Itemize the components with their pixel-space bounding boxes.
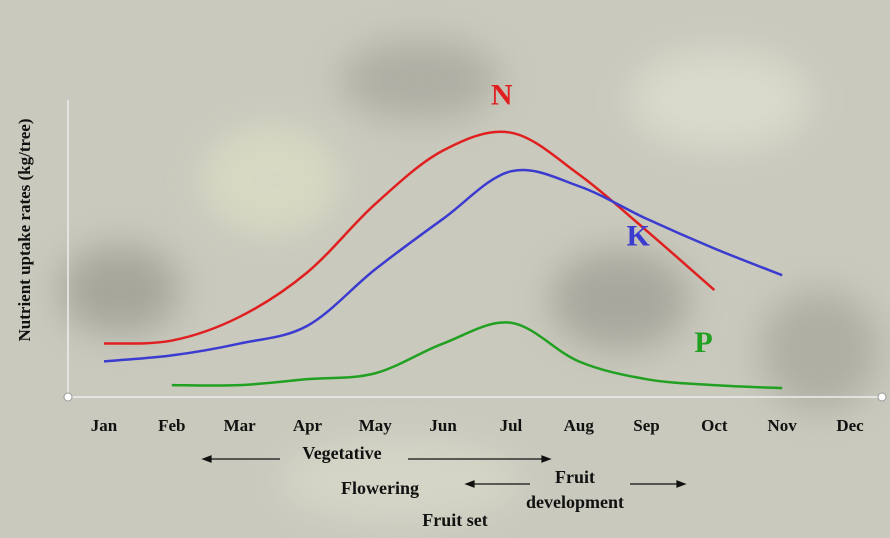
x-tick-label: May bbox=[359, 416, 393, 435]
x-tick-label: Jan bbox=[91, 416, 118, 435]
axis-end bbox=[877, 392, 887, 402]
x-tick-label: Sep bbox=[633, 416, 659, 435]
series-label: K bbox=[627, 220, 651, 253]
background-photo bbox=[60, 40, 880, 520]
axis-end bbox=[63, 392, 73, 402]
x-tick-label: Aug bbox=[564, 416, 595, 435]
annotation: Flowering bbox=[341, 478, 419, 498]
x-tick-label: Nov bbox=[768, 416, 798, 435]
annotation: Vegetative bbox=[302, 443, 381, 463]
x-tick-label: Apr bbox=[293, 416, 323, 435]
series-label: P bbox=[694, 326, 712, 359]
x-tick-label: Mar bbox=[224, 416, 257, 435]
series-line bbox=[103, 168, 783, 363]
series-line bbox=[171, 321, 783, 390]
x-tick-label: Dec bbox=[836, 416, 864, 435]
annotation: Fruit set bbox=[422, 510, 487, 530]
x-tick-label: Oct bbox=[701, 416, 728, 435]
annotation-arrows bbox=[201, 455, 687, 488]
x-tick-label: Feb bbox=[158, 416, 185, 435]
annotation: development bbox=[526, 492, 624, 512]
x-tick-label: Jul bbox=[500, 416, 523, 435]
series-label: N bbox=[491, 79, 513, 112]
y-axis-label: Nutrient uptake rates (kg/tree) bbox=[15, 118, 34, 341]
x-tick-label: Jun bbox=[429, 416, 457, 435]
annotation: Fruit bbox=[555, 467, 595, 487]
